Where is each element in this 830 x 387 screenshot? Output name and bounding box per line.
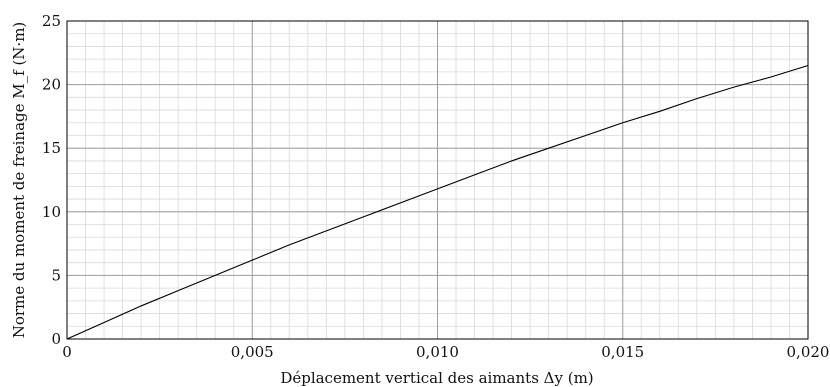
plot-frame xyxy=(66,20,809,340)
series-line xyxy=(66,64,809,340)
y-axis-label: Norme du moment de freinage M_f (N·m) xyxy=(10,22,28,339)
x-tick-labels: 0 0,005 0,010 0,015 0,020 xyxy=(62,343,829,361)
x-tick-label: 0,005 xyxy=(231,343,274,361)
y-tick-label: 20 xyxy=(42,76,61,94)
y-tick-label: 0 xyxy=(51,330,61,348)
x-tick-label: 0,015 xyxy=(601,343,644,361)
y-tick-label: 15 xyxy=(42,139,61,157)
x-tick-label: 0,020 xyxy=(787,343,830,361)
y-tick-labels: 0 5 10 15 20 25 xyxy=(42,12,61,348)
y-tick-label: 5 xyxy=(51,266,61,284)
x-tick-label: 0 xyxy=(62,343,72,361)
y-tick-label: 10 xyxy=(42,203,61,221)
x-tick-label: 0,010 xyxy=(416,343,459,361)
x-axis-label: Déplacement vertical des aimants Δy (m) xyxy=(280,369,593,387)
y-tick-label: 25 xyxy=(42,12,61,30)
